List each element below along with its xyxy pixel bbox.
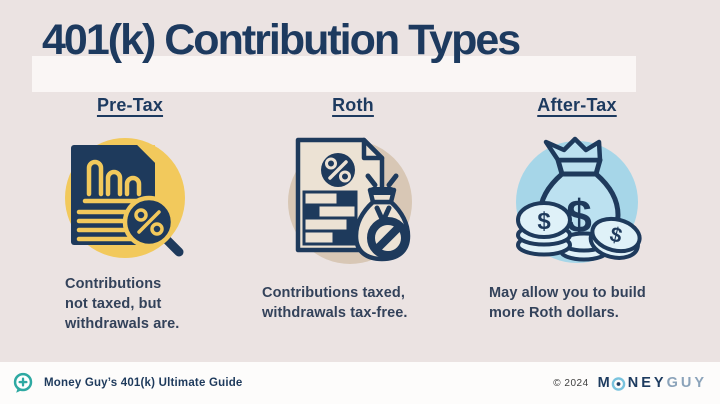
taxed-document-money-bag-prohibited-icon [288,137,412,264]
after-tax-description: May allow you to build more Roth dollars… [489,285,646,321]
copyright-text: © 2024 [553,377,589,389]
footer-bar: Money Guy’s 401(k) Ultimate Guide © 2024… [0,362,720,404]
column-header-roth: Roth [332,95,374,115]
target-circle-icon [611,376,626,391]
column-header-pre-tax: Pre-Tax [96,95,164,115]
speech-bubble-plus-icon [13,372,33,393]
money-bag-coins-icon: $ $ $ [516,136,642,263]
column-header-after-tax: After-Tax [537,95,617,115]
pre-tax-description: Contributions not taxed, but withdrawals… [65,276,180,332]
document-chart-magnifier-percent-icon [65,138,185,258]
logo-letter-m: M [597,375,613,391]
logo-letters-ney: NEY [627,375,667,391]
svg-text:$: $ [537,208,551,235]
logo-letters-guy: GUY [666,375,707,391]
column-after-tax: After-Tax $ $ [482,95,672,323]
roth-icon-box [278,132,428,267]
column-pre-tax: Pre-Tax [35,95,225,334]
moneyguy-logo: M NEY GUY [598,375,707,391]
after-tax-icon-box: $ $ $ [502,132,652,267]
pre-tax-icon-box [55,132,205,267]
roth-description: Contributions taxed, withdrawals tax-fre… [262,285,408,321]
column-roth: Roth [258,95,448,323]
footer-guide-label: Money Guy’s 401(k) Ultimate Guide [44,377,243,389]
footer-left-group: Money Guy’s 401(k) Ultimate Guide [12,372,243,395]
title-highlight-band [32,56,636,92]
page-title: 401(k) Contribution Types [42,16,521,64]
footer-right-group: © 2024 M NEY GUY [553,375,707,391]
